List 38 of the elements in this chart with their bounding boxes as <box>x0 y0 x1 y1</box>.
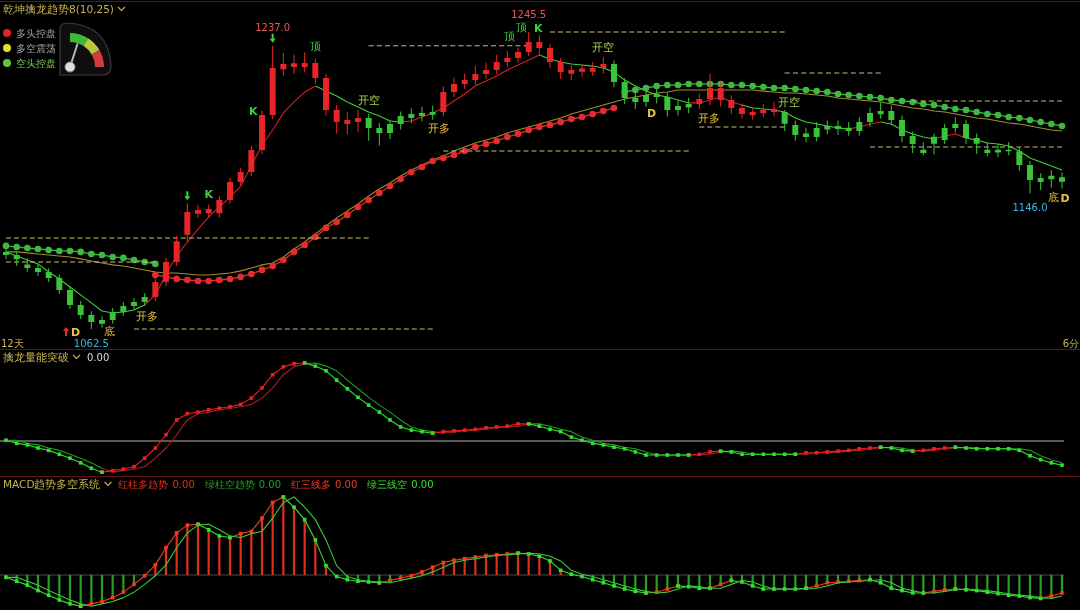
annotation: 顶 <box>503 30 515 44</box>
text: 6分 <box>1062 337 1079 349</box>
annotation: 多头控盘 <box>16 27 56 39</box>
annotation: D <box>1060 192 1070 206</box>
text: 红柱多趋势 <box>118 478 169 490</box>
chart-title: 乾坤擒龙趋势8(10,25) <box>3 3 114 15</box>
annotation: 1062.5 <box>73 337 109 349</box>
annotation: 空头控盘 <box>16 57 56 69</box>
annotation: K <box>204 188 214 202</box>
annotation: 底 <box>104 325 116 339</box>
annotation: 开多 <box>698 111 720 125</box>
text: 0.00 <box>172 478 195 490</box>
text: 0.00 <box>335 478 358 490</box>
annotation: K <box>249 105 259 119</box>
annotation: 开多 <box>428 121 451 135</box>
annotation: 顶 <box>309 40 321 54</box>
annotation: 1237.0 <box>255 22 291 34</box>
text: 12天 <box>1 337 24 349</box>
annotation: 开空 <box>357 94 380 108</box>
annotation: K <box>534 21 544 35</box>
annotation: 多空震荡 <box>16 42 56 54</box>
annotation: 顶 <box>516 20 528 34</box>
annotation: 1245.5 <box>511 8 547 20</box>
text: 绿柱空趋势 <box>204 478 255 490</box>
annotation: D <box>647 106 657 120</box>
annotation: D <box>71 325 81 339</box>
annotation: 0.00 <box>87 351 110 363</box>
annotation: 1146.0 <box>1012 201 1048 213</box>
annotation: 开多 <box>135 310 158 324</box>
text: 绿三线空 <box>367 478 408 490</box>
chart-title: MACD趋势多空系统 <box>3 478 101 490</box>
text: 0.00 <box>258 478 282 490</box>
series-label: 红三线多 <box>291 478 332 490</box>
chart-title: 擒龙量能突破 <box>3 351 69 363</box>
annotation: 底 <box>1047 191 1059 205</box>
annotation: 开空 <box>777 96 800 110</box>
annotation: 开空 <box>592 40 615 54</box>
text: 0.00 <box>411 478 434 490</box>
